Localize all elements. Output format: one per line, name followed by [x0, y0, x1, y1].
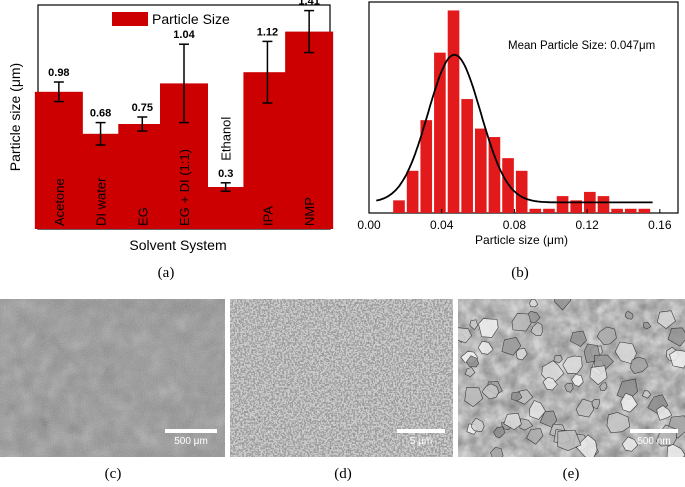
- x-axis-label-b: Particle size (μm): [475, 233, 568, 247]
- bar-chart-solvent-particle-size: 0.98 Acetone 0.68 DI water 0.75 EG 1.04 EG + DI…: [7, 0, 334, 253]
- bar-2: [118, 124, 167, 229]
- scale-label-c: 500 μm: [174, 436, 208, 447]
- histogram-particle-size: 0.00 0.04 0.08 0.12 0.16 Particle size (μm) Me…: [357, 1, 679, 247]
- hist-bar-6: [474, 128, 487, 213]
- hist-bar-4: [447, 10, 460, 213]
- x-tick-label-0: 0.00: [357, 218, 381, 232]
- data-label-2: 0.75: [132, 102, 153, 114]
- hist-bar-2: [420, 120, 433, 213]
- hist-bar-17: [624, 208, 637, 213]
- category-label-6: NMP: [302, 197, 317, 226]
- scale-bar-d: [397, 429, 445, 433]
- x-tick-label-2: 0.08: [503, 218, 527, 232]
- data-label-5: 1.12: [257, 26, 278, 38]
- x-tick-label-3: 0.12: [575, 218, 599, 232]
- caption-b: (b): [511, 265, 529, 281]
- hist-bar-15: [597, 196, 610, 213]
- caption-d: (d): [334, 466, 352, 482]
- hist-bar-8: [502, 158, 514, 213]
- hist-bar-18: [638, 208, 651, 213]
- scale-label-d: 5 μm: [409, 436, 433, 447]
- sem-image-d: 5 μm: [230, 299, 453, 457]
- scale-bar-c: [165, 429, 217, 433]
- hist-bar-10: [529, 208, 542, 213]
- category-label-5: IPA: [260, 206, 275, 226]
- data-label-0: 0.98: [48, 67, 69, 79]
- category-label-4: Ethanol: [219, 117, 234, 161]
- hist-bar-3: [434, 52, 446, 213]
- hist-bar-11: [543, 208, 555, 213]
- sem-image-e: 500 nm: [458, 299, 685, 457]
- category-label-1: DI water: [94, 177, 109, 226]
- category-label-2: EG: [135, 207, 150, 226]
- caption-c: (c): [104, 466, 122, 482]
- hist-bar-0: [393, 200, 405, 213]
- scale-bar-e: [630, 429, 678, 433]
- category-label-0: Acetone: [52, 178, 67, 226]
- x-tick-label-1: 0.04: [430, 218, 454, 232]
- bar-4: [201, 187, 250, 229]
- legend-label-a: Particle Size: [152, 11, 230, 27]
- annotation-mean: Mean Particle Size: 0.047μm: [508, 40, 655, 52]
- bar-6: [285, 31, 334, 229]
- data-label-4: 0.3: [218, 168, 233, 180]
- hist-bar-5: [461, 99, 473, 213]
- category-label-3: EG + DI (1:1): [177, 149, 192, 226]
- bar-1: [76, 133, 125, 229]
- hist-bar-12: [556, 196, 569, 213]
- data-label-6: 1.41: [298, 0, 319, 8]
- bar-0: [34, 91, 83, 229]
- caption-a: (a): [157, 265, 175, 281]
- x-axis-label-a: Solvent System: [129, 237, 226, 253]
- scale-label-e: 500 nm: [637, 436, 671, 447]
- caption-e: (e): [562, 466, 580, 482]
- hist-bar-9: [515, 170, 528, 213]
- hist-bar-7: [488, 137, 501, 213]
- data-label-1: 0.68: [90, 108, 111, 120]
- legend-swatch-a: [112, 12, 148, 26]
- y-axis-label-a: Particle size (μm): [7, 63, 23, 171]
- fit-curve: [376, 53, 653, 204]
- sem-image-c: 500 μm: [0, 299, 225, 457]
- hist-bar-16: [611, 208, 623, 213]
- hist-bar-13: [570, 200, 583, 213]
- hist-bar-1: [406, 170, 419, 213]
- x-tick-label-4: 0.16: [648, 218, 672, 232]
- data-label-3: 1.04: [173, 29, 195, 41]
